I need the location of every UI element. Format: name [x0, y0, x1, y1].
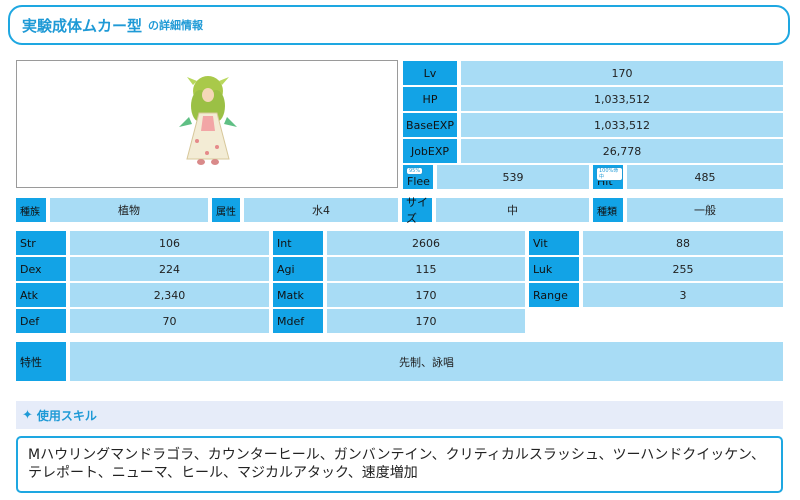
vit-value: 88	[583, 231, 783, 255]
int-label: Int	[273, 231, 323, 255]
size-value: 中	[436, 198, 589, 222]
matk-value: 170	[327, 283, 525, 307]
skills-list: Mハウリングマンドラゴラ、カウンターヒール、ガンバンテイン、クリティカルスラッシ…	[16, 436, 783, 493]
jobexp-value: 26,778	[461, 139, 783, 163]
atk-label: Atk	[16, 283, 66, 307]
race-label: 種族	[16, 198, 46, 222]
vit-label: Vit	[529, 231, 579, 255]
int-value: 2606	[327, 231, 525, 255]
range-label: Range	[529, 283, 579, 307]
dex-value: 224	[70, 257, 269, 281]
flee-label: Flee	[407, 175, 430, 188]
luk-label: Luk	[529, 257, 579, 281]
race-value: 植物	[50, 198, 208, 222]
baseexp-value: 1,033,512	[461, 113, 783, 137]
element-value: 水4	[244, 198, 398, 222]
str-label: Str	[16, 231, 66, 255]
atk-value: 2,340	[70, 283, 269, 307]
monster-name: 実験成体ムカー型	[22, 16, 143, 35]
traits-label: 特性	[16, 342, 66, 381]
def-value: 70	[70, 309, 269, 333]
skills-section-header: ✦ 使用スキル	[16, 401, 783, 429]
dex-label: Dex	[16, 257, 66, 281]
element-label: 属性	[212, 198, 240, 222]
monster-sprite	[179, 76, 237, 165]
def-label: Def	[16, 309, 66, 333]
str-value: 106	[70, 231, 269, 255]
level-value: 170	[461, 61, 783, 85]
jobexp-label: JobEXP	[403, 139, 457, 163]
agi-label: Agi	[273, 257, 323, 281]
skills-title: 使用スキル	[36, 408, 97, 423]
luk-value: 255	[583, 257, 783, 281]
level-label: Lv	[403, 61, 457, 85]
flee-value: 539	[437, 165, 589, 189]
hit-label-cell: 100%命中 Hit	[593, 165, 623, 189]
hp-value: 1,033,512	[461, 87, 783, 111]
sparkle-icon: ✦	[22, 407, 33, 423]
size-label: サイズ	[402, 196, 432, 225]
hit-badge: 100%命中	[596, 167, 623, 181]
matk-label: Matk	[273, 283, 323, 307]
flee-badge: 95%	[406, 167, 424, 175]
range-value: 3	[583, 283, 783, 307]
type-value: 一般	[627, 198, 783, 222]
type-label: 種類	[593, 198, 623, 222]
mdef-label: Mdef	[273, 309, 323, 333]
agi-value: 115	[327, 257, 525, 281]
flee-label-cell: 95% Flee	[403, 165, 433, 189]
monster-image-frame	[16, 60, 398, 188]
traits-value: 先制、詠唱	[70, 342, 783, 381]
hit-value: 485	[627, 165, 783, 189]
page-title-box: 実験成体ムカー型 の詳細情報	[8, 5, 790, 45]
mdef-value: 170	[327, 309, 525, 333]
title-suffix: の詳細情報	[148, 19, 204, 32]
baseexp-label: BaseEXP	[403, 113, 457, 137]
hp-label: HP	[403, 87, 457, 111]
